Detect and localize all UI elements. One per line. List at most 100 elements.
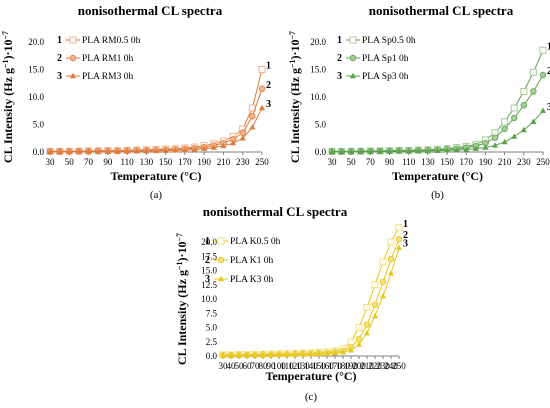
legend-label: PLA K3 0h bbox=[230, 275, 274, 285]
series-end-label: 2 bbox=[403, 230, 408, 241]
panel-caption: (c) bbox=[305, 391, 318, 403]
data-point bbox=[520, 126, 527, 133]
panel-caption: (b) bbox=[431, 189, 444, 201]
y-axis-title: CL Intensity (Hz g−1)·10−7 bbox=[288, 31, 302, 163]
data-point bbox=[239, 135, 246, 141]
data-point bbox=[230, 140, 237, 146]
y-tick-label: 2.5 bbox=[206, 337, 218, 347]
data-point bbox=[124, 147, 131, 154]
data-point bbox=[191, 146, 198, 152]
data-point bbox=[201, 145, 208, 151]
data-point bbox=[491, 134, 499, 141]
data-point bbox=[47, 148, 53, 154]
data-point bbox=[133, 147, 140, 154]
data-point bbox=[539, 46, 547, 54]
data-point bbox=[259, 104, 265, 111]
legend-number: 3 bbox=[205, 274, 210, 285]
data-point bbox=[453, 146, 460, 153]
x-tick-label: 90 bbox=[385, 157, 395, 167]
x-tick-label: 30 bbox=[219, 361, 229, 371]
chart-title: nonisothermal CL spectra bbox=[78, 3, 223, 18]
data-point bbox=[357, 148, 364, 154]
series-end-label: 3 bbox=[266, 99, 271, 110]
legend-marker bbox=[217, 237, 225, 245]
legend-label: PLA Sp3 0h bbox=[362, 72, 409, 82]
data-point bbox=[95, 148, 102, 154]
data-point bbox=[372, 312, 378, 319]
legend-number: 3 bbox=[337, 71, 342, 82]
x-tick-label: 190 bbox=[344, 361, 358, 371]
data-point bbox=[104, 148, 111, 154]
data-point bbox=[228, 352, 234, 358]
x-tick-label: 220 bbox=[368, 361, 382, 371]
legend-number: 2 bbox=[205, 255, 210, 266]
series-end-label: 3 bbox=[547, 102, 550, 113]
x-tick-label: 60 bbox=[243, 361, 253, 371]
x-tick-label: 70 bbox=[366, 157, 376, 167]
x-tick-label: 160 bbox=[320, 361, 334, 371]
y-tick-label: 17.5 bbox=[201, 251, 217, 261]
x-tick-label: 170 bbox=[328, 361, 342, 371]
x-tick-label: 150 bbox=[159, 157, 173, 167]
y-tick-label: 5.0 bbox=[33, 120, 45, 130]
x-tick-label: 150 bbox=[312, 361, 326, 371]
data-point bbox=[371, 281, 379, 289]
data-point bbox=[501, 138, 508, 145]
legend-number: 1 bbox=[57, 35, 62, 46]
x-tick-label: 170 bbox=[460, 157, 474, 167]
y-tick-label: 7.5 bbox=[206, 308, 218, 318]
x-tick-label: 250 bbox=[392, 361, 406, 371]
data-point bbox=[530, 118, 537, 124]
x-tick-label: 40 bbox=[227, 361, 237, 371]
legend-label: PLA RM1 0h bbox=[82, 54, 133, 64]
y-tick-label: 5.0 bbox=[315, 120, 327, 130]
data-point bbox=[347, 338, 355, 346]
series-line bbox=[50, 88, 263, 152]
data-point bbox=[162, 147, 169, 153]
x-tick-label: 170 bbox=[178, 157, 192, 167]
legend-number: 2 bbox=[337, 53, 342, 64]
data-point bbox=[249, 124, 256, 130]
x-tick-label: 30 bbox=[46, 157, 56, 167]
chart-panel-a: nonisothermal CL spectra 0.0 5.0 10.0 15.0 20… bbox=[1, 3, 271, 201]
x-tick-label: 120 bbox=[288, 361, 302, 371]
data-point bbox=[258, 85, 266, 92]
x-tick-label: 250 bbox=[255, 157, 269, 167]
data-point bbox=[239, 129, 246, 136]
data-point bbox=[492, 142, 499, 148]
data-point bbox=[472, 145, 479, 151]
data-point bbox=[529, 68, 537, 76]
data-point bbox=[395, 235, 403, 243]
data-point bbox=[220, 352, 226, 358]
x-tick-label: 190 bbox=[197, 157, 211, 167]
series-line bbox=[50, 107, 263, 153]
data-point bbox=[540, 107, 546, 113]
x-tick-label: 110 bbox=[280, 361, 294, 371]
y-tick-label: 0.0 bbox=[315, 147, 327, 157]
data-point bbox=[249, 113, 256, 120]
data-point bbox=[332, 349, 338, 356]
y-axis-title: CL Intensity (Hz g−1)·10−7 bbox=[1, 31, 15, 163]
data-point bbox=[424, 147, 431, 154]
data-point bbox=[511, 114, 518, 122]
y-tick-label: 0.0 bbox=[33, 147, 45, 157]
x-tick-label: 140 bbox=[304, 361, 318, 371]
data-point bbox=[520, 102, 528, 109]
data-point bbox=[364, 330, 370, 336]
x-axis-title: Temperature (°C) bbox=[110, 169, 201, 183]
data-point bbox=[501, 118, 509, 126]
x-tick-label: 210 bbox=[360, 361, 374, 371]
y-tick-label: 15.0 bbox=[310, 65, 326, 75]
data-point bbox=[258, 66, 266, 73]
data-point bbox=[268, 351, 274, 358]
legend-marker bbox=[349, 54, 357, 62]
data-point bbox=[482, 144, 489, 150]
x-tick-label: 70 bbox=[251, 361, 261, 371]
data-point bbox=[220, 142, 227, 149]
data-point bbox=[276, 351, 282, 358]
y-tick-label: 20.0 bbox=[28, 37, 44, 47]
data-point bbox=[510, 104, 518, 112]
data-point bbox=[308, 351, 314, 357]
data-point bbox=[363, 321, 371, 328]
legend-label: PLA K1 0h bbox=[230, 256, 274, 266]
